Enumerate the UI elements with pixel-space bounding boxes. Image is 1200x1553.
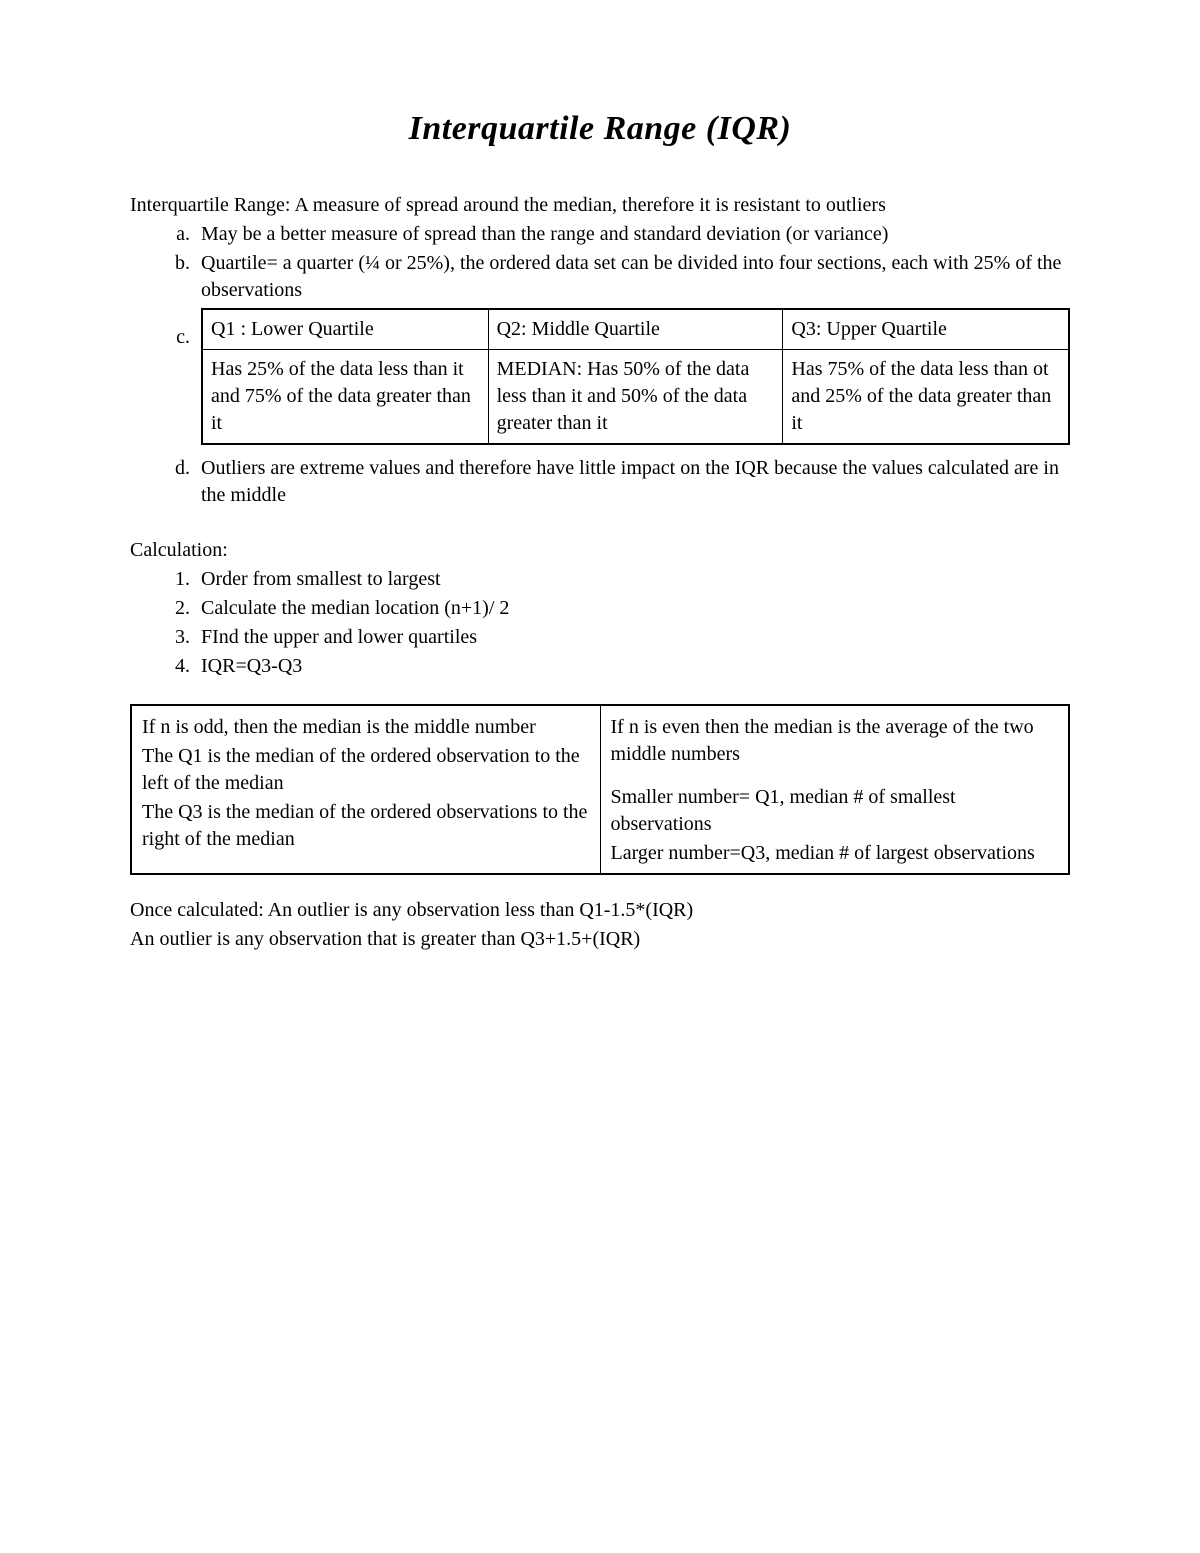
alpha-list: May be a better measure of spread than t… [130, 221, 1070, 509]
table-row: Q1 : Lower Quartile Q2: Middle Quartile … [202, 309, 1069, 350]
median-left-cell: If n is odd, then the median is the midd… [131, 705, 600, 874]
outlier-line-1: Once calculated: An outlier is any obser… [130, 897, 1070, 924]
alpha-item-c: Q1 : Lower Quartile Q2: Middle Quartile … [195, 308, 1070, 445]
median-left-1: If n is odd, then the median is the midd… [142, 714, 590, 741]
median-right-2: Smaller number= Q1, median # of smallest… [611, 784, 1059, 838]
intro-text: Interquartile Range: A measure of spread… [130, 192, 1070, 219]
table-row: If n is odd, then the median is the midd… [131, 705, 1069, 874]
q1-header: Q1 : Lower Quartile [202, 309, 488, 350]
calc-step-1: Order from smallest to largest [195, 566, 1070, 593]
q3-desc: Has 75% of the data less than ot and 25%… [783, 350, 1069, 445]
alpha-item-b: Quartile= a quarter (¼ or 25%), the orde… [195, 250, 1070, 304]
calc-step-4: IQR=Q3-Q3 [195, 653, 1070, 680]
calc-step-2: Calculate the median location (n+1)/ 2 [195, 595, 1070, 622]
page-title: Interquartile Range (IQR) [130, 110, 1070, 148]
q1-desc: Has 25% of the data less than it and 75%… [202, 350, 488, 445]
spacer [611, 768, 1059, 782]
q2-header: Q2: Middle Quartile [488, 309, 783, 350]
median-table: If n is odd, then the median is the midd… [130, 704, 1070, 875]
calculation-label: Calculation: [130, 537, 1070, 564]
median-left-2: The Q1 is the median of the ordered obse… [142, 743, 590, 797]
median-right-3: Larger number=Q3, median # of largest ob… [611, 840, 1059, 867]
table-row: Has 25% of the data less than it and 75%… [202, 350, 1069, 445]
quartile-table-wrap: Q1 : Lower Quartile Q2: Middle Quartile … [201, 308, 1070, 445]
calc-step-3: FInd the upper and lower quartiles [195, 624, 1070, 651]
q3-header: Q3: Upper Quartile [783, 309, 1069, 350]
calc-list: Order from smallest to largest Calculate… [130, 566, 1070, 680]
document-page: Interquartile Range (IQR) Interquartile … [0, 0, 1200, 1553]
median-left-3: The Q3 is the median of the ordered obse… [142, 799, 590, 853]
q2-desc: MEDIAN: Has 50% of the data less than it… [488, 350, 783, 445]
quartile-table: Q1 : Lower Quartile Q2: Middle Quartile … [201, 308, 1070, 445]
alpha-item-d: Outliers are extreme values and therefor… [195, 455, 1070, 509]
alpha-item-a: May be a better measure of spread than t… [195, 221, 1070, 248]
outlier-block: Once calculated: An outlier is any obser… [130, 897, 1070, 953]
median-right-cell: If n is even then the median is the aver… [600, 705, 1069, 874]
median-right-1: If n is even then the median is the aver… [611, 714, 1059, 768]
outlier-line-2: An outlier is any observation that is gr… [130, 926, 1070, 953]
